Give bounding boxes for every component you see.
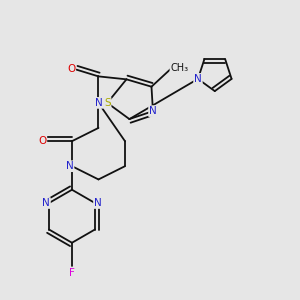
Text: N: N xyxy=(94,198,102,208)
Text: N: N xyxy=(66,161,74,171)
Text: O: O xyxy=(38,136,46,146)
Text: N: N xyxy=(42,198,50,208)
Text: S: S xyxy=(104,98,111,108)
Text: N: N xyxy=(149,106,157,116)
Text: CH₃: CH₃ xyxy=(170,63,188,73)
Text: N: N xyxy=(194,74,202,84)
Text: N: N xyxy=(94,98,102,108)
Text: F: F xyxy=(69,268,75,278)
Text: O: O xyxy=(67,64,75,74)
